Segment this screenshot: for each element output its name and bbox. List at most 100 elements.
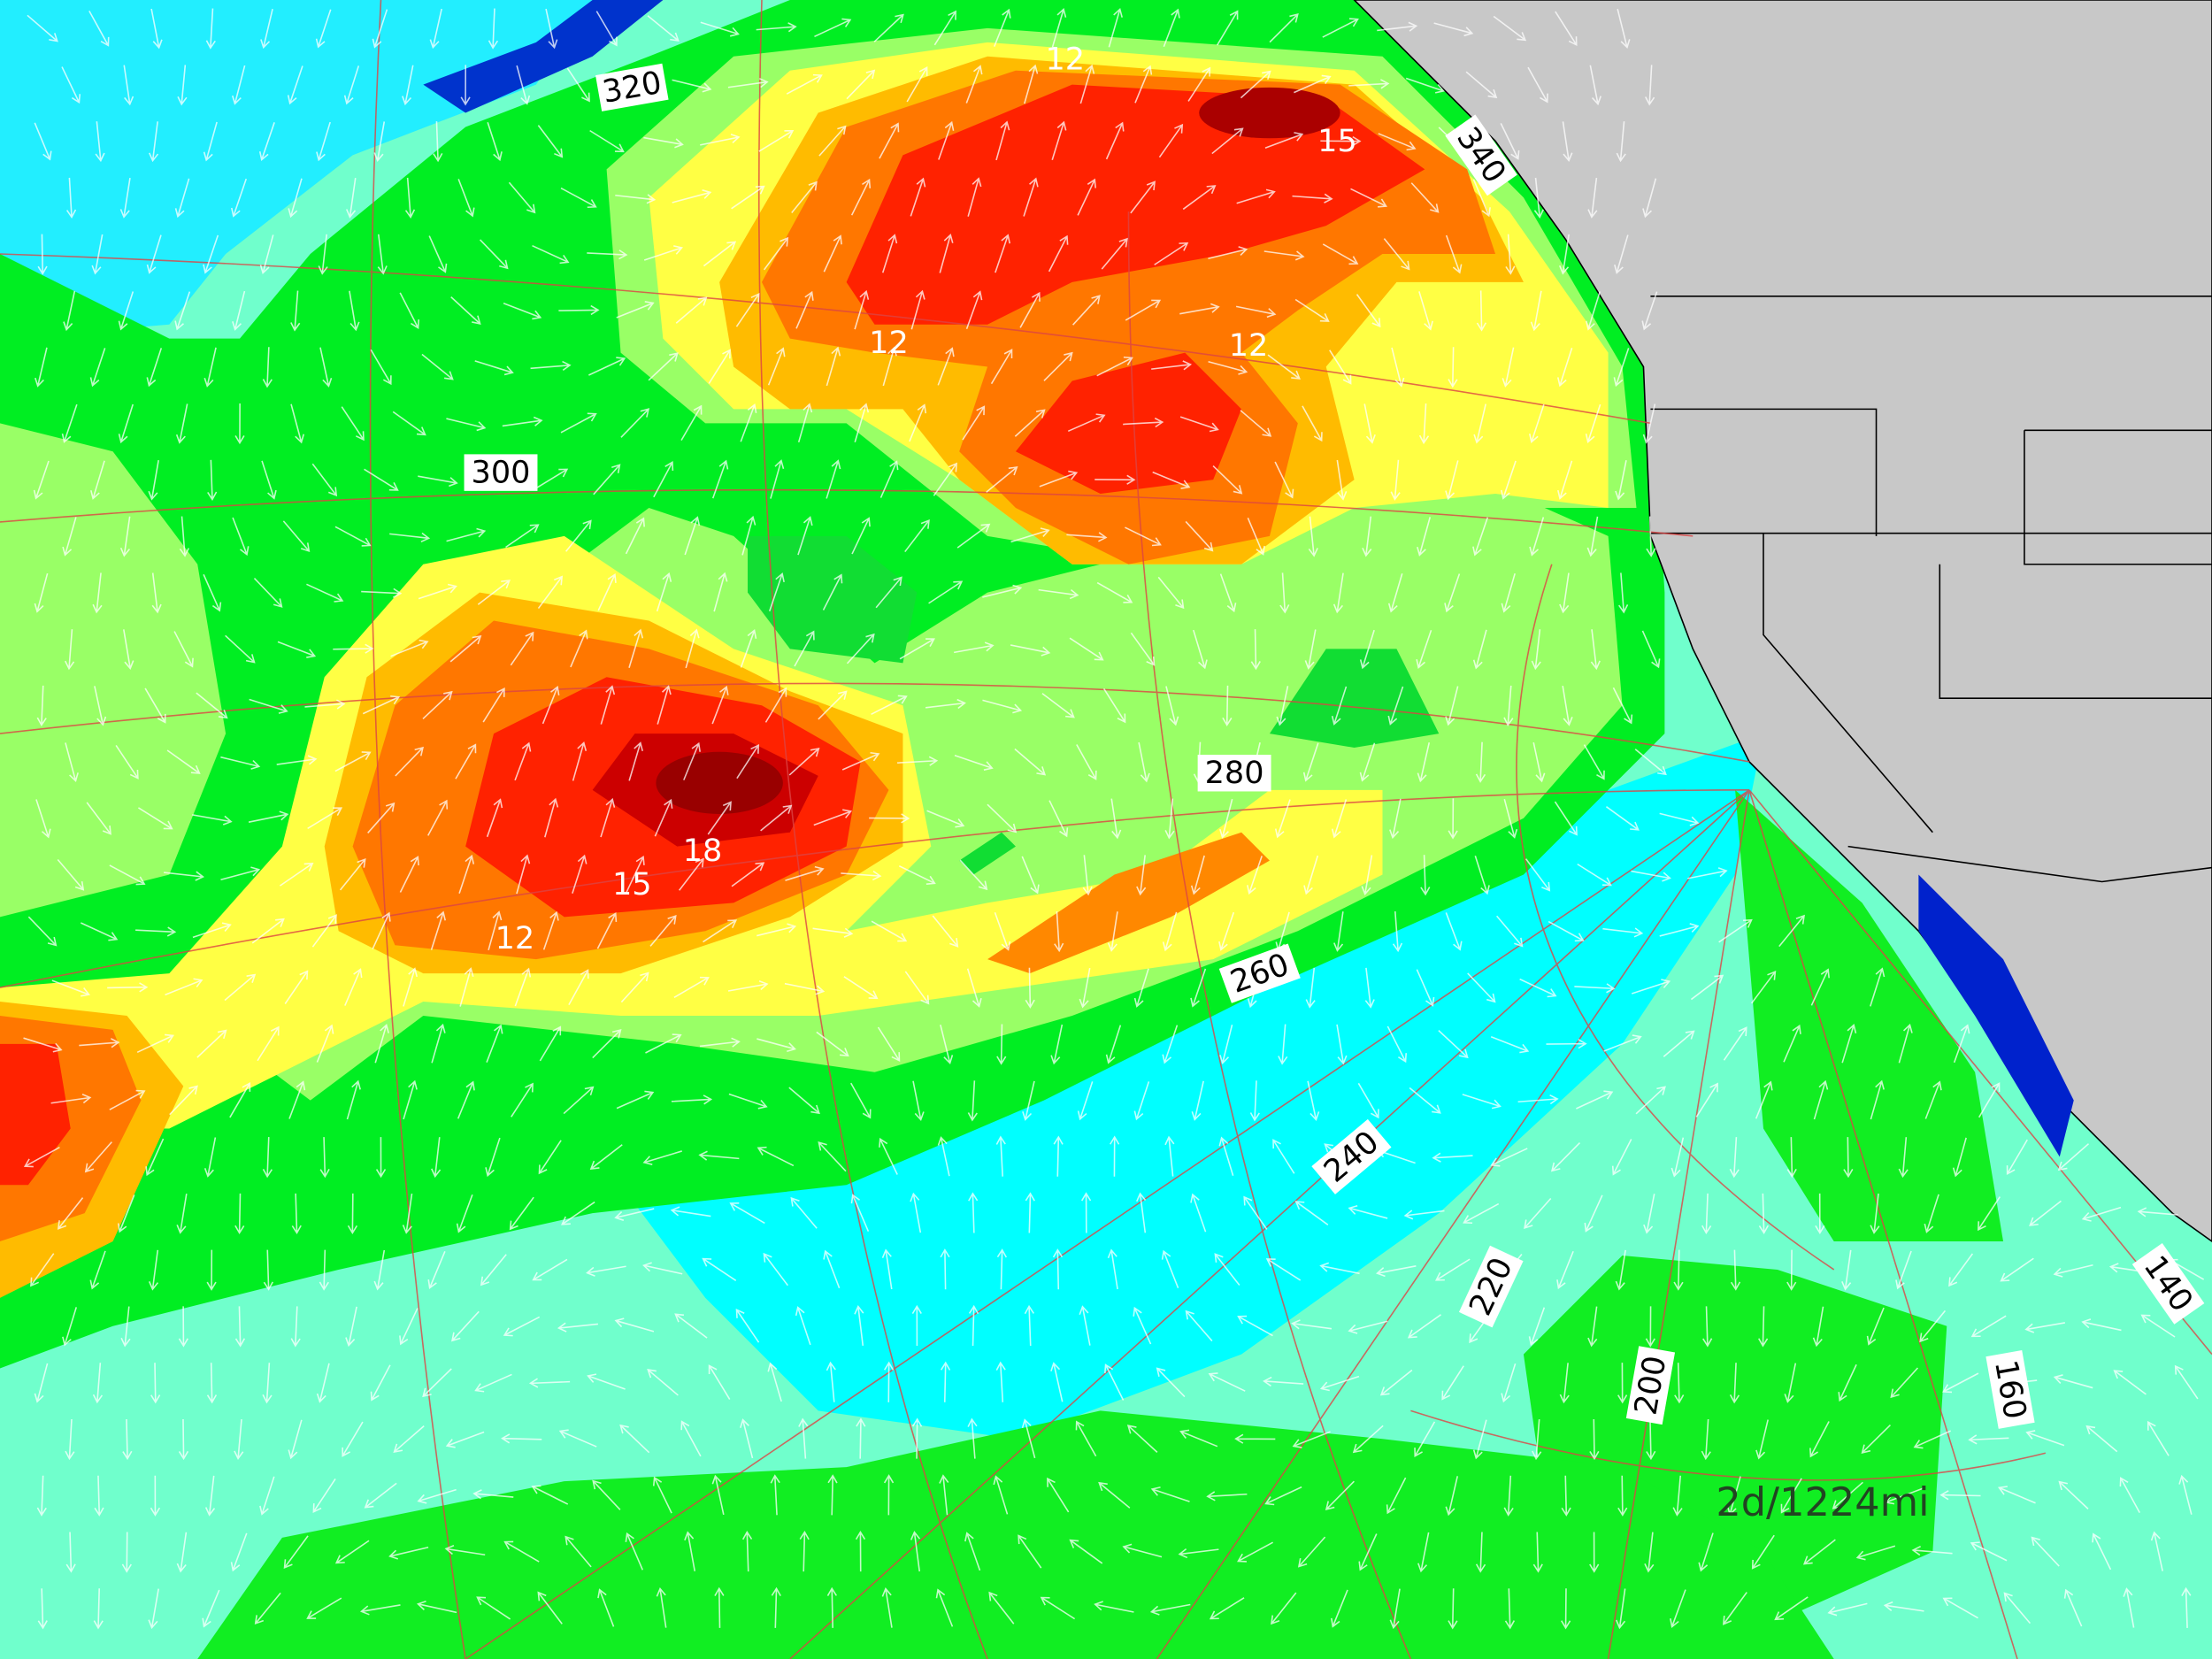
wave-arrow (1025, 967, 1035, 1009)
wave-arrow (1178, 1548, 1219, 1559)
wave-arrow (702, 1257, 737, 1281)
wave-arrow (1051, 7, 1067, 48)
wave-arrow (27, 916, 58, 947)
wave-arrow (109, 1089, 146, 1110)
wave-arrow (1214, 1253, 1240, 1286)
wave-arrow (1122, 1543, 1163, 1558)
wave-arrow (485, 1137, 501, 1178)
wave-arrow (1151, 360, 1193, 371)
wave-arrow (306, 1597, 342, 1619)
wave-arrow (1048, 800, 1069, 838)
wave-arrow (786, 73, 823, 95)
wave-arrow (503, 303, 542, 320)
wave-arrow (516, 854, 531, 895)
wave-arrow (533, 468, 569, 491)
wave-arrow (1613, 348, 1630, 388)
wave-arrow (1391, 347, 1405, 388)
wave-arrow (503, 1540, 540, 1563)
wave-arrow (560, 412, 597, 434)
wave-arrow (319, 1137, 330, 1179)
wave-arrow (117, 1194, 135, 1233)
wave-arrow (1948, 1253, 1974, 1287)
wave-arrow (402, 65, 414, 106)
wave-arrow (1294, 298, 1330, 322)
wave-arrow (1590, 629, 1601, 671)
wave-arrow (1308, 516, 1318, 557)
wave-arrow (826, 346, 841, 387)
wave-arrow (1644, 1532, 1655, 1573)
wave-arrow (1105, 121, 1125, 160)
grid-line (465, 789, 2212, 1659)
wave-arrow (375, 1137, 387, 1179)
wave-arrow (377, 234, 388, 275)
wave-arrow (262, 347, 273, 388)
wave-arrow (220, 866, 261, 881)
wave-arrow (1978, 1082, 2001, 1118)
green-pocket (959, 832, 1016, 875)
wave-arrow (283, 1535, 309, 1570)
wave-arrow (956, 523, 991, 549)
wave-arrow (334, 751, 372, 772)
wave-arrow (822, 573, 843, 611)
wave-arrow (2081, 1206, 2122, 1222)
wave-arrow (63, 290, 76, 332)
grid-line (0, 253, 1651, 425)
wave-arrow (537, 1591, 563, 1624)
wave-arrow (1755, 1419, 1769, 1460)
wave-arrow (1076, 744, 1097, 780)
contour-label: 12 (869, 325, 909, 361)
wave-arrow (740, 1418, 754, 1459)
wave-arrow (148, 1249, 159, 1291)
wave-arrow (818, 125, 847, 157)
wave-arrow (1416, 969, 1435, 1007)
wave-arrow (1243, 1195, 1268, 1230)
wave-arrow (1234, 1433, 1276, 1444)
wave-arrow (1827, 1602, 1868, 1617)
wave-arrow (995, 1361, 1006, 1402)
wave-arrow (196, 692, 228, 719)
wave-arrow (1496, 915, 1524, 948)
wave-arrow (672, 189, 712, 204)
wave-arrow (151, 572, 162, 614)
wave-arrow (671, 1094, 713, 1105)
wave-arrow (89, 1250, 106, 1290)
wave-arrow (1024, 64, 1039, 104)
wave-arrow (850, 178, 872, 216)
wave-arrow (1158, 123, 1184, 158)
wave-arrow (1269, 13, 1299, 43)
wave-arrow (904, 971, 930, 1005)
wave-arrow (1134, 65, 1153, 104)
wave-arrow (341, 406, 365, 442)
wave-arrow (873, 13, 904, 42)
wave-arrow (1997, 1486, 2036, 1504)
wave-arrow (1054, 910, 1064, 953)
wave-arrow (1870, 1079, 1885, 1120)
wave-arrow (1730, 1249, 1741, 1291)
wave-arrow (1531, 629, 1541, 671)
wave-arrow (537, 575, 564, 610)
wave-arrow (488, 910, 503, 951)
wave-arrow (1274, 461, 1294, 499)
wave-arrow (1038, 588, 1079, 600)
wave-arrow (850, 1194, 870, 1232)
wave-arrow (539, 1025, 562, 1062)
wave-arrow (146, 348, 163, 388)
wave-arrow (711, 1474, 725, 1516)
wave-arrow (883, 1361, 895, 1402)
wave-arrow (1885, 1487, 1924, 1505)
wave-arrow (1130, 180, 1156, 214)
wave-arrow (1474, 856, 1490, 895)
wave-arrow (333, 643, 374, 654)
wave-arrow (253, 577, 283, 608)
green-zone (197, 1410, 1834, 1659)
wave-arrow (1838, 1363, 1857, 1402)
wave-arrow (231, 65, 246, 105)
wave-arrow (982, 699, 1023, 714)
wave-arrow (791, 180, 818, 214)
wave-arrow (1208, 246, 1248, 260)
wave-arrow (176, 1532, 188, 1573)
wave-arrow (23, 1146, 60, 1168)
wave-arrow (1465, 71, 1498, 99)
wave-arrow (207, 459, 218, 501)
wave-arrow (528, 1378, 571, 1388)
